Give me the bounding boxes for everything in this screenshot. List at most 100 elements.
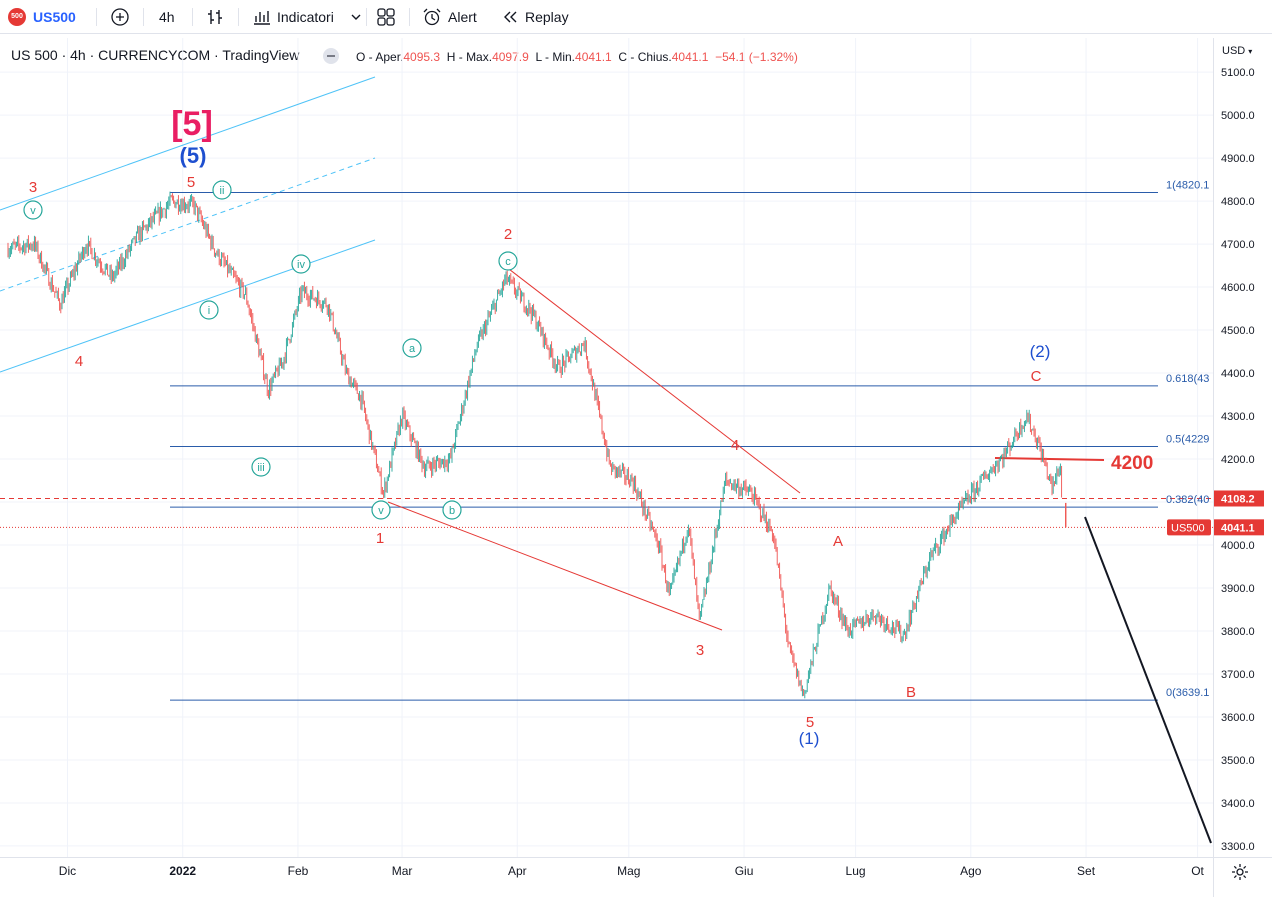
caret-down-icon: ▾ <box>1248 47 1253 56</box>
time-tick-label: Mar <box>392 864 413 878</box>
wave-label-circle <box>498 251 518 271</box>
wave-label-circle <box>442 500 462 520</box>
wave-label: B <box>906 684 916 701</box>
symbol-name: US500 <box>33 9 76 25</box>
wave-label: C <box>1031 368 1042 385</box>
dashed-price-tag-box <box>1214 490 1264 507</box>
templates-button[interactable] <box>376 0 396 34</box>
fib-level-label: 0.5(4229 <box>1166 434 1209 446</box>
currency-selector[interactable]: USD ▾ <box>1222 45 1252 57</box>
wave-label: a <box>409 343 416 355</box>
price-tick-label: 3400.0 <box>1221 798 1255 810</box>
wave-label: 1 <box>376 530 384 547</box>
indicators-button[interactable]: Indicatori <box>252 0 334 34</box>
wave-label: 4 <box>731 437 739 454</box>
interval-button[interactable]: 4h <box>159 0 175 34</box>
wave-label-circle <box>402 338 422 358</box>
time-tick-label: Giu <box>735 864 754 878</box>
price-tick-label: 4300.0 <box>1221 411 1255 423</box>
price-tick-label: 5000.0 <box>1221 110 1255 122</box>
axes-layer: 5100.0 5000.0 4900.0 4800.0 4700.0 4600.0 4500… <box>0 38 1272 897</box>
price-tick-label: 4500.0 <box>1221 325 1255 337</box>
last-price-tag-box <box>1214 519 1264 536</box>
wave-label: c <box>505 256 511 268</box>
open-value: 4095.3 <box>403 50 441 64</box>
time-tick-label: Lug <box>846 864 866 878</box>
chevron-down-icon <box>351 14 361 20</box>
channel-lower <box>0 239 376 373</box>
time-tick-label: Ot <box>1191 864 1204 878</box>
wave-label: v <box>30 205 36 217</box>
wave-label-circle <box>371 500 391 520</box>
price-tick-label: 4000.0 <box>1221 540 1255 552</box>
symbol-logo-icon: 500 <box>8 8 26 26</box>
low-value: 4041.1 <box>575 50 612 64</box>
bar-style-icon <box>208 10 222 24</box>
fib-level-label: 0.382(40 <box>1166 494 1209 506</box>
channel-mid <box>0 157 376 292</box>
price-tick-label: 4600.0 <box>1221 282 1255 294</box>
fib-level-label: 0.618(43 <box>1166 373 1209 385</box>
wave-label: i <box>208 305 210 317</box>
price-tick-label: 3500.0 <box>1221 755 1255 767</box>
low-label: L - Min. <box>535 50 576 64</box>
price-tick-label: 5100.0 <box>1221 67 1255 79</box>
price-tick-label: 3700.0 <box>1221 669 1255 681</box>
alert-button[interactable]: Alert <box>422 0 477 34</box>
legend-collapse-button[interactable] <box>323 48 339 64</box>
wave-label: 5 <box>187 174 195 191</box>
plus-circle-icon <box>111 8 129 26</box>
symbol-selector[interactable]: 500 US500 <box>8 0 76 34</box>
time-tick-label: 2022 <box>169 864 196 878</box>
fib-level-label: 1(4820.1 <box>1166 179 1209 191</box>
indicators-icon <box>254 11 270 25</box>
chart-legend-title: US 500 · 4h · CURRENCYCOM · TradingView <box>11 47 300 63</box>
price-tick-label: 4400.0 <box>1221 368 1255 380</box>
wave-label: 4 <box>75 353 83 370</box>
wave-label: iii <box>257 462 264 474</box>
price-tick-label: 3300.0 <box>1221 841 1255 853</box>
compare-symbol-button[interactable] <box>110 0 130 34</box>
wave-label: 3 <box>29 179 37 196</box>
chart-style-button[interactable] <box>205 0 225 34</box>
annotations-layer: 1(4820.1 0.618(43 0.5(4229 0.382(40 0(3639.1… <box>23 105 1209 748</box>
close-label: C - Chius. <box>618 50 672 64</box>
wave-label-circle <box>23 200 43 220</box>
interval-label: 4h <box>159 9 175 25</box>
ohlc-legend: O - Aper.4095.3 H - Max.4097.9 L - Min.4… <box>356 50 798 64</box>
templates-grid-icon <box>377 8 395 26</box>
replay-button[interactable]: Replay <box>501 0 569 34</box>
wave-label-circle <box>251 457 271 477</box>
channel-upper <box>0 76 376 211</box>
wave-label: 3 <box>696 642 704 659</box>
wave-label: iv <box>297 259 305 271</box>
alert-label: Alert <box>448 9 477 25</box>
currency-label: USD <box>1222 45 1246 57</box>
last-price-tag: 4041.1 <box>1221 522 1255 534</box>
high-label: H - Max. <box>446 50 493 64</box>
wave-label: (5) <box>180 143 207 168</box>
dashed-price-tag: 4108.2 <box>1221 493 1255 505</box>
wedge-lower <box>387 501 723 631</box>
top-toolbar: 500 US500 4h Indicatori Alert Replay <box>0 0 1272 34</box>
indicators-label: Indicatori <box>277 9 334 25</box>
chart-settings-button[interactable] <box>1230 862 1250 882</box>
indicators-dropdown[interactable] <box>349 0 363 34</box>
price-tick-label: 4900.0 <box>1221 153 1255 165</box>
wave-label: (2) <box>1030 342 1051 361</box>
price-tick-label: 3800.0 <box>1221 626 1255 638</box>
symbol-tag: US500 <box>1171 522 1205 534</box>
price-tick-label: 4100.0 <box>1221 497 1255 509</box>
wave-label-circle <box>212 180 232 200</box>
wave-label: ii <box>220 185 225 197</box>
symbol-tag-box <box>1167 519 1211 536</box>
overlay-lines <box>0 76 1213 844</box>
wave-label: A <box>833 533 843 550</box>
time-tick-label: Mag <box>617 864 640 878</box>
alarm-clock-icon <box>423 8 441 26</box>
close-value: 4041.1 <box>671 50 709 64</box>
price-tick-label: 4700.0 <box>1221 239 1255 251</box>
price-tick-label: 3900.0 <box>1221 583 1255 595</box>
replay-label: Replay <box>525 9 569 25</box>
